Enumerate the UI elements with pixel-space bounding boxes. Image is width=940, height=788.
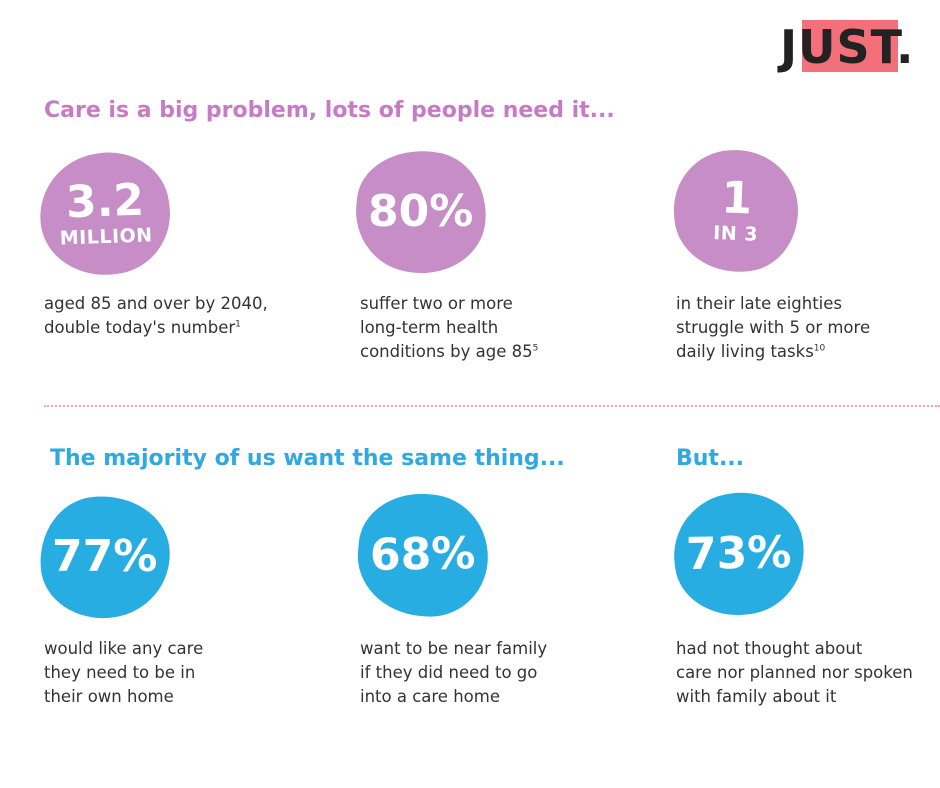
- desc-line: would like any care: [44, 639, 204, 658]
- stat-value: 77%: [52, 531, 158, 583]
- stat-value: 80%: [368, 185, 474, 237]
- desc-line: care nor planned nor spoken: [676, 663, 913, 682]
- section2-but-heading: But...: [676, 446, 745, 471]
- section2-heading: The majority of us want the same thing..…: [50, 446, 565, 471]
- stat-description: had not thought about care nor planned n…: [676, 637, 936, 709]
- stat-value: 3.2: [64, 174, 145, 229]
- stat-blob-73-percent: 73%: [667, 485, 811, 623]
- stat-value: 68%: [369, 528, 477, 581]
- logo-text: JUST.: [780, 20, 915, 74]
- stat-blob-77-percent: 77%: [33, 489, 177, 625]
- desc-line: conditions by age 855: [360, 342, 539, 361]
- desc-line: with family about it: [676, 687, 837, 706]
- desc-line: suffer two or more: [360, 294, 513, 313]
- stat-blob-3-2-million: 3.2 MILLION: [32, 144, 178, 284]
- stat-description: aged 85 and over by 2040, double today's…: [44, 292, 304, 340]
- desc-line: want to be near family: [360, 639, 548, 658]
- footnote: 1: [235, 319, 241, 330]
- logo-highlight: [802, 20, 898, 72]
- stat-unit: IN 3: [712, 222, 758, 246]
- desc-line: if they did need to go: [360, 663, 538, 682]
- section-divider: [44, 405, 940, 407]
- desc-line: double today's number1: [44, 318, 241, 337]
- desc-line: long-term health: [360, 318, 499, 337]
- stat-description: suffer two or more long-term health cond…: [360, 292, 620, 364]
- desc-line: aged 85 and over by 2040,: [44, 294, 268, 313]
- stat-blob-68-percent: 68%: [352, 488, 494, 622]
- section1-heading: Care is a big problem, lots of people ne…: [44, 98, 615, 123]
- stat-unit: MILLION: [59, 224, 153, 250]
- just-logo: JUST.: [780, 18, 930, 76]
- footnote: 5: [532, 343, 539, 354]
- desc-line: daily living tasks10: [676, 342, 826, 361]
- stat-blob-80-percent: 80%: [349, 144, 493, 280]
- desc-line: their own home: [44, 687, 174, 706]
- footnote: 10: [813, 343, 826, 354]
- stat-description: want to be near family if they did need …: [360, 637, 620, 709]
- desc-line: had not thought about: [676, 639, 863, 658]
- stat-value: 1: [720, 172, 753, 225]
- stat-description: would like any care they need to be in t…: [44, 637, 304, 709]
- desc-line: in their late eighties: [676, 294, 843, 313]
- desc-line: into a care home: [360, 687, 500, 706]
- desc-line: they need to be in: [44, 663, 196, 682]
- stat-description: in their late eighties struggle with 5 o…: [676, 292, 936, 364]
- stat-value: 73%: [685, 527, 793, 580]
- desc-line: struggle with 5 or more: [676, 318, 871, 337]
- stat-blob-1-in-3: 1 IN 3: [669, 145, 803, 277]
